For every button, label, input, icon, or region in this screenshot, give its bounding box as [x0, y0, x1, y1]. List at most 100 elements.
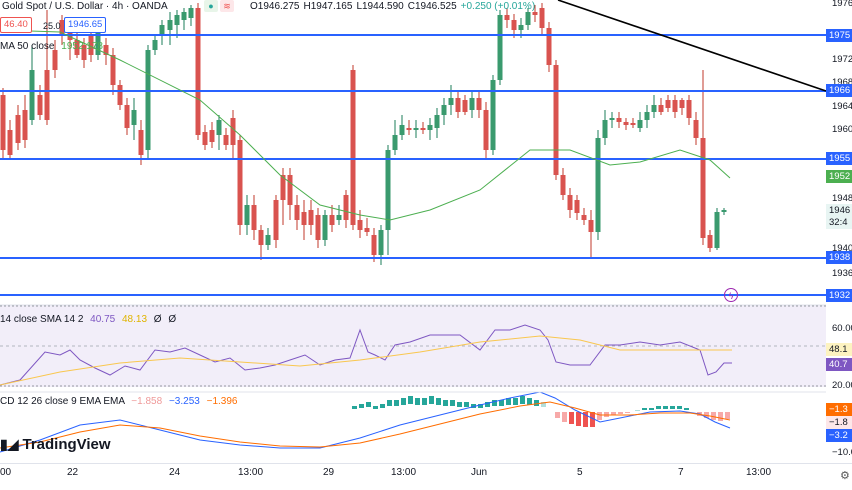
- macd-histogram: [352, 396, 730, 427]
- price-tag-line3: 1955: [826, 152, 852, 165]
- macd-bar: [611, 412, 616, 415]
- macd-bar: [576, 412, 581, 426]
- candle-body: [301, 212, 307, 225]
- candle-body: [152, 40, 158, 50]
- sma-line: [0, 29, 731, 221]
- candle-body: [504, 15, 510, 20]
- candle-body: [336, 215, 342, 220]
- macd-bar: [718, 412, 723, 421]
- candle-body: [623, 122, 629, 125]
- candle-body: [399, 125, 405, 135]
- macd-line: [0, 391, 731, 453]
- candle-body: [209, 130, 215, 142]
- macd-bar: [492, 400, 497, 406]
- candle-body: [546, 28, 552, 65]
- time-label: 22: [67, 467, 79, 478]
- candle-body: [707, 235, 713, 248]
- signal-line: [0, 401, 731, 449]
- price-tag-line5: 1932: [826, 289, 852, 302]
- candle-body: [124, 105, 130, 128]
- macd-bar: [725, 412, 730, 419]
- price-tag-sma: 1952: [826, 170, 852, 183]
- candle-body: [679, 100, 685, 108]
- candle-body: [406, 128, 412, 130]
- tradingview-logo[interactable]: ▮◢ TradingView: [0, 436, 111, 453]
- sma-value: 1952.178: [61, 41, 103, 52]
- macd-tag-b: −1.8: [826, 416, 852, 429]
- candle-body: [15, 115, 21, 143]
- rsi-extra1: Ø: [153, 314, 162, 325]
- brand-name: TradingView: [22, 436, 111, 453]
- candle-body: [364, 228, 370, 232]
- wave-icon[interactable]: ≋: [220, 0, 234, 12]
- change-value: +0.250 (+0.01%): [460, 1, 536, 12]
- time-label: 13:00: [746, 467, 772, 478]
- price-axis[interactable]: [826, 0, 852, 465]
- rsi-band: [0, 305, 826, 387]
- candle-body: [74, 40, 80, 55]
- macd-bar: [583, 412, 588, 427]
- macd-bar: [677, 406, 682, 409]
- candle-body: [329, 215, 335, 225]
- candle-body: [265, 235, 271, 245]
- price-tick: 1964: [832, 101, 852, 112]
- macd-bar: [711, 412, 716, 420]
- candle-body: [167, 20, 173, 30]
- rsi-tag: 40.7: [826, 358, 852, 371]
- candle-body: [651, 105, 657, 112]
- trend-line[interactable]: [557, 0, 827, 92]
- candle-body: [103, 45, 109, 55]
- settings-icon[interactable]: ⚙: [840, 470, 850, 482]
- high-value: H1947.165: [303, 1, 353, 12]
- candle-body: [441, 105, 447, 115]
- candle-body: [392, 135, 398, 150]
- candle-body: [490, 80, 496, 150]
- sell-button[interactable]: 46.40: [0, 17, 32, 33]
- candle-body: [273, 200, 279, 240]
- candle-body: [420, 128, 426, 130]
- macd-tag-a: −1.3: [826, 403, 852, 416]
- low-value: L1944.590: [356, 1, 404, 12]
- macd-bar: [684, 408, 689, 410]
- candle-body: [672, 100, 678, 112]
- macd-bar: [443, 400, 448, 406]
- macd-bar: [534, 400, 539, 406]
- alert-icon[interactable]: ϟ: [724, 288, 738, 302]
- macd-value: −3.253: [168, 396, 200, 407]
- macd-legend[interactable]: CD 12 26 close 9 EMA EMA −1.858 −3.253 −…: [0, 396, 237, 407]
- candle-body: [693, 120, 699, 138]
- candle-body: [52, 50, 58, 70]
- candle-body: [29, 70, 35, 120]
- candle-body: [202, 132, 208, 145]
- macd-bar: [478, 404, 483, 408]
- macd-bar: [520, 396, 525, 404]
- candle-body: [581, 215, 587, 220]
- time-axis[interactable]: [0, 463, 852, 486]
- candle-body: [237, 140, 243, 225]
- rsi-line: [0, 324, 732, 386]
- sma-legend[interactable]: MA 50 close 1952.178: [0, 41, 103, 52]
- candle-body: [181, 12, 187, 20]
- macd-bar: [506, 398, 511, 405]
- sma-label: MA 50 close: [0, 41, 55, 52]
- candle-body: [700, 138, 706, 238]
- candle-body: [567, 195, 573, 210]
- candle-body: [483, 110, 489, 150]
- countdown-tag: 32:4: [826, 216, 852, 229]
- rsi-legend[interactable]: 14 close SMA 14 2 40.75 48.13 Ø Ø: [0, 314, 176, 325]
- candle-body: [244, 205, 250, 225]
- price-tick: 1936: [832, 268, 852, 279]
- macd-bar: [597, 412, 602, 420]
- rsi-sma-value: 48.13: [121, 314, 148, 325]
- tradingview-icon: ▮◢: [0, 436, 19, 452]
- symbol-title[interactable]: Gold Spot / U.S. Dollar · 4h · OANDA: [2, 1, 168, 12]
- rsi-extra2: Ø: [168, 314, 177, 325]
- market-open-icon[interactable]: ●: [204, 0, 218, 12]
- candle-body: [714, 212, 720, 248]
- buy-button[interactable]: 1946.65: [64, 17, 107, 33]
- candle-body: [553, 65, 559, 175]
- macd-label: CD 12 26 close 9 EMA EMA: [0, 396, 125, 407]
- macd-bar: [373, 406, 378, 409]
